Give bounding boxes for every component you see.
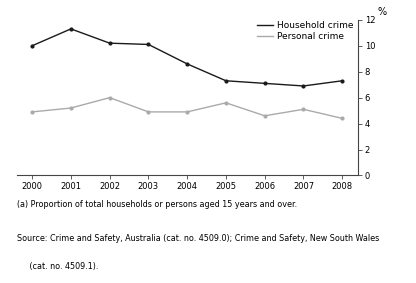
Text: Source: Crime and Safety, Australia (cat. no. 4509.0); Crime and Safety, New Sou: Source: Crime and Safety, Australia (cat… xyxy=(17,233,379,243)
Text: (cat. no. 4509.1).: (cat. no. 4509.1). xyxy=(17,262,98,271)
Text: %: % xyxy=(377,7,386,17)
Legend: Household crime, Personal crime: Household crime, Personal crime xyxy=(257,21,353,41)
Text: (a) Proportion of total households or persons aged 15 years and over.: (a) Proportion of total households or pe… xyxy=(17,200,297,209)
